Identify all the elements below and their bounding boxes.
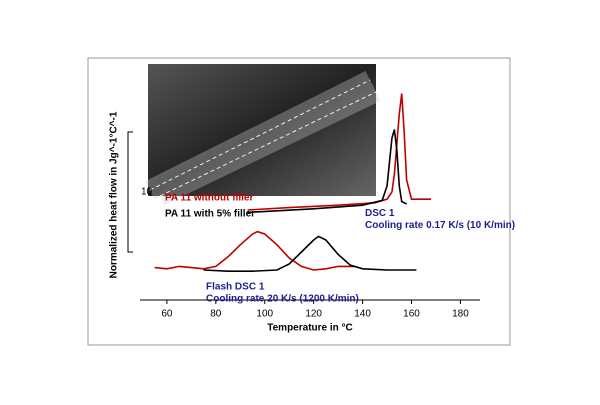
frame: [87, 57, 511, 346]
x-tick-label: 100: [256, 309, 273, 320]
x-tick-label: 160: [403, 309, 420, 320]
nanotube-image: [145, 64, 381, 206]
legend-entry: PA 11 with 5% filler: [165, 209, 255, 220]
x-tick-label: 140: [354, 309, 371, 320]
annotation: Flash DSC 1: [206, 281, 265, 292]
curve: [247, 93, 432, 211]
annotation: Cooling rate 0.17 K/s (10 K/min): [365, 220, 515, 231]
legend-entry: PA 11 without filler: [165, 193, 253, 204]
x-tick-label: 120: [305, 309, 322, 320]
annotation: Cooling rate 20 K/s (1200 K/min): [206, 293, 359, 304]
curve: [247, 129, 407, 214]
x-tick-label: 180: [452, 309, 469, 320]
annotation: DSC 1: [365, 208, 395, 219]
curve: [154, 230, 356, 271]
y-axis-label: Normalized heat flow in Jg^-1°C^-1: [109, 111, 120, 278]
x-axis-label: Temperature in °C: [267, 323, 353, 334]
curve: [203, 235, 417, 272]
x-tick-label: 60: [161, 309, 173, 320]
scale-bar-label: 10: [141, 187, 153, 198]
scale-bar: [127, 131, 133, 253]
x-tick-label: 80: [210, 309, 222, 320]
